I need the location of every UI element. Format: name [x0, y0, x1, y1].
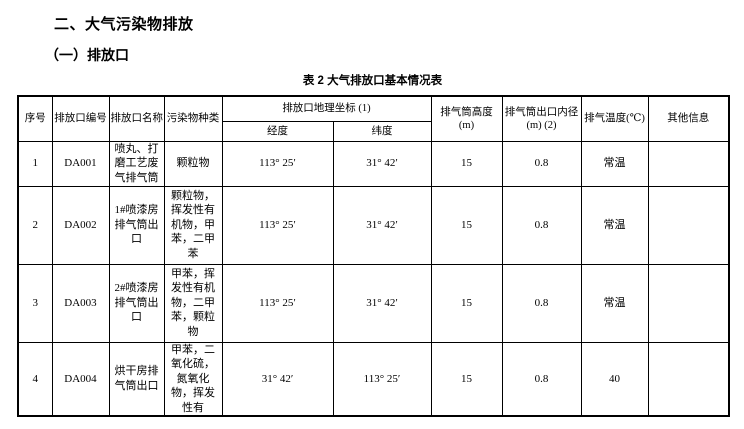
cell-exhaust-temperature: 40	[580, 341, 649, 417]
cell-outlet-code: DA003	[51, 263, 110, 343]
table-row: 3 DA003 2#喷漆房排气筒出口 甲苯，挥发性有机物，二甲苯，颗粒物 113…	[17, 263, 730, 343]
cell-pollutant-type: 甲苯，二氧化硫，氮氧化物，挥发性有	[163, 341, 223, 417]
section-title: 二、大气污染物排放	[54, 16, 194, 33]
cell-outlet-diameter: 0.8	[501, 140, 582, 187]
header-stack-height: 排气筒高度 (m)	[430, 95, 503, 142]
cell-latitude: 113° 25′	[332, 341, 432, 417]
cell-outlet-code: DA001	[51, 140, 110, 187]
cell-stack-height: 15	[430, 185, 503, 265]
cell-latitude: 31° 42′	[332, 263, 432, 343]
table-header: 序号 排放口编号 排放口名称 污染物种类 排放口地理坐标 (1) 排气筒高度 (…	[17, 95, 730, 142]
cell-outlet-code: DA004	[51, 341, 110, 417]
cell-serial-number: 2	[17, 185, 53, 265]
header-geo-coordinates: 排放口地理坐标 (1)	[221, 95, 432, 122]
cell-outlet-name: 1#喷漆房排气筒出口	[108, 185, 165, 265]
cell-other-info	[647, 185, 730, 265]
cell-longitude: 113° 25′	[221, 263, 334, 343]
cell-other-info	[647, 263, 730, 343]
cell-other-info	[647, 341, 730, 417]
header-other-info: 其他信息	[647, 95, 730, 142]
cell-serial-number: 3	[17, 263, 53, 343]
emissions-table: 序号 排放口编号 排放口名称 污染物种类 排放口地理坐标 (1) 排气筒高度 (…	[17, 95, 730, 417]
cell-pollutant-type: 颗粒物	[163, 140, 223, 187]
cell-longitude: 31° 42′	[221, 341, 334, 417]
header-outlet-diameter: 排气筒出口内径 (m) (2)	[501, 95, 582, 142]
cell-longitude: 113° 25′	[221, 140, 334, 187]
header-outlet-name: 排放口名称	[108, 95, 165, 142]
cell-outlet-name: 喷丸、打磨工艺废气排气筒	[108, 140, 165, 187]
cell-exhaust-temperature: 常温	[580, 185, 649, 265]
subsection-title: （一）排放口	[45, 47, 129, 63]
cell-exhaust-temperature: 常温	[580, 263, 649, 343]
cell-outlet-diameter: 0.8	[501, 263, 582, 343]
table-caption: 表 2 大气排放口基本情况表	[302, 75, 443, 87]
cell-latitude: 31° 42′	[332, 185, 432, 265]
cell-outlet-diameter: 0.8	[501, 341, 582, 417]
cell-longitude: 113° 25′	[221, 185, 334, 265]
cell-outlet-name: 2#喷漆房排气筒出口	[108, 263, 165, 343]
cell-outlet-diameter: 0.8	[501, 185, 582, 265]
header-pollutant-type: 污染物种类	[163, 95, 223, 142]
cell-serial-number: 4	[17, 341, 53, 417]
table-row: 4 DA004 烘干房排气筒出口 甲苯，二氧化硫，氮氧化物，挥发性有 31° 4…	[17, 341, 730, 417]
cell-outlet-name: 烘干房排气筒出口	[108, 341, 165, 417]
table-row: 2 DA002 1#喷漆房排气筒出口 颗粒物，挥发性有机物，甲苯，二甲苯 113…	[17, 185, 730, 265]
cell-outlet-code: DA002	[51, 185, 110, 265]
header-outlet-code: 排放口编号	[51, 95, 110, 142]
header-longitude: 经度	[221, 120, 334, 142]
cell-exhaust-temperature: 常温	[580, 140, 649, 187]
cell-latitude: 31° 42′	[332, 140, 432, 187]
header-serial-number: 序号	[17, 95, 53, 142]
table-row: 1 DA001 喷丸、打磨工艺废气排气筒 颗粒物 113° 25′ 31° 42…	[17, 140, 730, 187]
header-exhaust-temperature: 排气温度(℃)	[580, 95, 649, 142]
cell-stack-height: 15	[430, 341, 503, 417]
header-latitude: 纬度	[332, 120, 432, 142]
cell-serial-number: 1	[17, 140, 53, 187]
cell-pollutant-type: 颗粒物，挥发性有机物，甲苯，二甲苯	[163, 185, 223, 265]
cell-stack-height: 15	[430, 263, 503, 343]
cell-stack-height: 15	[430, 140, 503, 187]
cell-other-info	[647, 140, 730, 187]
cell-pollutant-type: 甲苯，挥发性有机物，二甲苯，颗粒物	[163, 263, 223, 343]
